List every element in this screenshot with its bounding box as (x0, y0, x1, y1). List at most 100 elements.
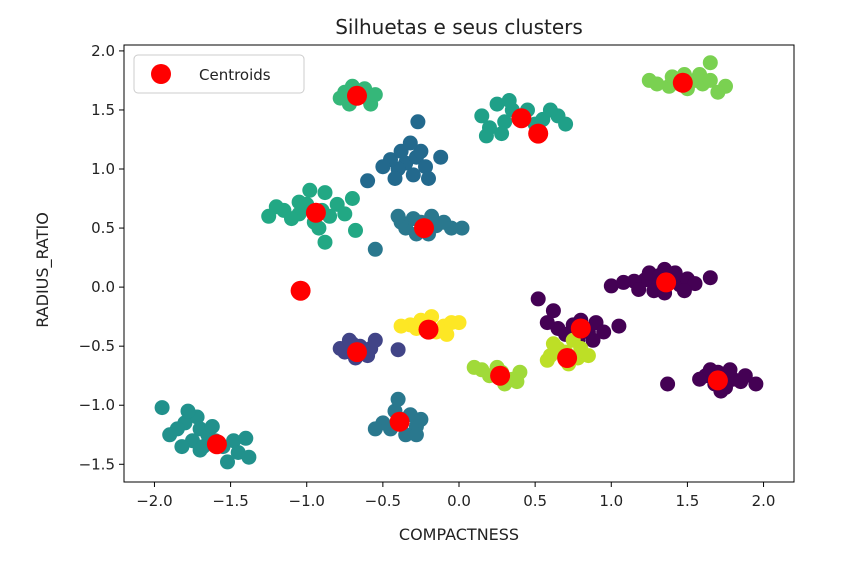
data-point-cluster-9-7 (317, 185, 333, 201)
y-tick-label: 0.5 (91, 219, 115, 237)
legend-box (133, 54, 305, 94)
data-point-cluster-13-6 (545, 336, 561, 352)
data-point-cluster-7-19 (192, 442, 208, 458)
data-point-cluster-0-15 (616, 274, 631, 290)
data-point-cluster-2-12 (585, 332, 601, 348)
data-point-cluster-13-7 (580, 348, 596, 364)
centroid-point-11 (557, 348, 578, 368)
x-tick-label: −2.0 (136, 492, 172, 510)
data-point-cluster-8-13 (542, 102, 558, 118)
data-point-cluster-8-11 (478, 128, 494, 144)
y-tick-label: 0.0 (91, 278, 115, 296)
centroid-point-9 (570, 318, 591, 339)
x-tick-label: −1.5 (212, 492, 248, 510)
legend-label-centroids: Centroids (199, 66, 271, 84)
data-point-cluster-9-8 (284, 211, 299, 227)
data-point-cluster-5-8 (390, 208, 406, 224)
centroid-point-8 (418, 319, 439, 340)
data-point-cluster-11-11 (710, 84, 726, 100)
data-point-cluster-2-7 (596, 324, 612, 340)
data-point-cluster-7-10 (180, 403, 196, 419)
data-point-cluster-5-10 (443, 220, 459, 236)
data-point-cluster-6-9 (402, 135, 418, 151)
data-point-cluster-4-8 (367, 421, 383, 437)
x-tick-label: 0.0 (447, 492, 471, 510)
centroid-point-1 (672, 72, 693, 93)
data-point-cluster-1-11 (660, 376, 676, 392)
data-point-cluster-7-15 (238, 430, 254, 446)
y-axis-ticks: −1.5 −1.0 −0.5 0.0 0.5 1.0 1.5 2.0 (79, 42, 124, 473)
x-tick-label: 1.5 (675, 492, 699, 510)
data-point-cluster-0-11 (702, 270, 718, 286)
data-point-cluster-6-3 (418, 159, 433, 175)
x-axis-ticks: −2.0 −1.5 −1.0 −0.5 0.0 0.5 1.0 1.5 2.0 (136, 482, 775, 510)
data-point-cluster-6-13 (387, 171, 403, 186)
data-point-cluster-10-7 (367, 87, 383, 103)
centroid-point-6 (290, 280, 311, 301)
data-point-cluster-1-7 (722, 362, 738, 378)
x-tick-label: −0.5 (365, 492, 401, 510)
data-point-cluster-6-11 (375, 159, 391, 175)
data-point-cluster-1-6 (692, 371, 708, 387)
data-point-cluster-2-6 (539, 315, 555, 331)
data-point-cluster-7-7 (162, 427, 178, 443)
data-point-cluster-14-9 (393, 318, 409, 334)
centroid-point-5 (414, 218, 434, 239)
data-point-cluster-6-14 (360, 173, 376, 189)
data-point-cluster-6-8 (421, 171, 436, 186)
x-tick-label: 0.5 (523, 492, 547, 510)
centroid-point-7 (656, 272, 677, 293)
data-point-cluster-9-13 (311, 220, 327, 236)
data-point-cluster-5-11 (454, 220, 470, 236)
data-point-cluster-2-9 (611, 318, 627, 334)
data-point-cluster-9-14 (317, 234, 333, 250)
data-point-cluster-8-9 (558, 116, 574, 132)
y-tick-label: 1.0 (91, 160, 115, 178)
centroid-point-13 (707, 370, 728, 391)
data-point-cluster-7-12 (226, 433, 242, 449)
data-point-cluster-1-9 (737, 368, 753, 384)
data-point-cluster-8-6 (474, 108, 490, 124)
data-point-cluster-3-7 (367, 332, 383, 348)
x-axis-label: COMPACTNESS (399, 525, 519, 544)
y-tick-label: −0.5 (79, 337, 115, 355)
data-point-cluster-8-12 (494, 126, 510, 142)
data-point-cluster-8-4 (489, 96, 505, 112)
data-point-cluster-6-10 (410, 114, 426, 130)
data-point-cluster-8-1 (497, 114, 513, 130)
plot-points (154, 55, 764, 470)
data-point-cluster-8-14 (501, 93, 517, 108)
data-point-cluster-4-10 (390, 391, 406, 407)
data-point-cluster-7-18 (174, 439, 190, 455)
data-point-cluster-7-11 (204, 419, 220, 434)
data-point-cluster-9-17 (302, 182, 318, 198)
y-tick-label: 2.0 (91, 42, 115, 60)
data-point-cluster-0-10 (687, 276, 703, 292)
data-point-cluster-9-12 (344, 191, 360, 206)
data-point-cluster-11-10 (641, 72, 657, 88)
data-point-cluster-4-5 (413, 411, 429, 427)
centroid-points (206, 72, 728, 455)
data-point-cluster-10-6 (332, 90, 348, 106)
centroid-point-2 (511, 108, 532, 129)
data-point-cluster-9-10 (261, 208, 277, 224)
data-point-cluster-11-8 (702, 72, 718, 88)
centroid-point-14 (389, 411, 410, 432)
data-point-cluster-14-8 (439, 326, 455, 342)
x-tick-label: 1.0 (599, 492, 623, 510)
data-point-cluster-12-6 (466, 359, 482, 375)
data-point-cluster-2-11 (545, 303, 561, 319)
data-point-cluster-5-12 (367, 241, 383, 257)
x-tick-label: 2.0 (752, 492, 776, 510)
chart-title: Silhuetas e seus clusters (335, 15, 583, 39)
centroid-point-12 (490, 365, 511, 386)
data-point-cluster-6-12 (433, 149, 449, 165)
plot-frame (123, 44, 795, 483)
centroid-point-3 (528, 123, 549, 144)
data-point-cluster-7-14 (220, 454, 235, 470)
data-point-cluster-13-8 (539, 352, 555, 368)
data-point-cluster-0-13 (631, 282, 647, 297)
legend: Centroids (133, 54, 305, 94)
data-point-cluster-6-4 (405, 167, 421, 183)
